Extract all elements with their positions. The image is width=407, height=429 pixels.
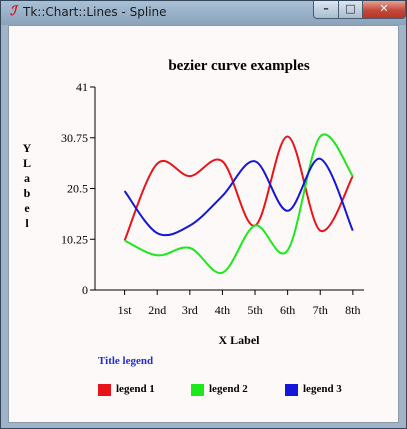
x-tick-label: 2nd [148,303,166,317]
legend-label: legend 2 [209,383,248,395]
legend-label: legend 1 [116,383,155,395]
series-line-1 [123,135,354,241]
x-tick-label: 4th [215,303,230,317]
tk-feather-icon: ℐ [9,4,17,19]
y-tick-label: 0 [82,283,88,297]
y-tick-label: 30.75 [61,131,88,145]
x-axis-label: X Label [218,333,260,347]
x-tick-label: 6th [280,303,295,317]
y-tick-label: 10.25 [61,232,88,246]
close-button[interactable]: ✕ [362,1,406,19]
x-tick-label: 1st [118,303,133,317]
y-tick-label: 20.5 [67,182,88,196]
legend-swatch [98,384,111,396]
series-line-2 [124,133,354,274]
x-tick-label: 3rd [182,303,198,317]
x-tick-label: 5th [247,303,262,317]
legend-swatch [191,384,204,396]
legend-label: legend 3 [303,383,342,395]
minimize-button[interactable]: – [313,1,339,19]
y-tick-label: 41 [76,80,88,94]
legend-swatch [285,384,298,396]
maximize-button[interactable]: □ [338,1,363,19]
series-line-3 [123,157,354,237]
line-chart: bezier curve examples 0 10.25 20.5 30.75 41 1s… [23,58,364,347]
chart-title: bezier curve examples [168,58,310,74]
x-tick-label: 8th [345,303,360,317]
legend-title: Title legend [98,355,154,367]
chart-canvas: bezier curve examples 0 10.25 20.5 30.75 41 1s… [8,25,399,423]
x-tick-label: 7th [313,303,328,317]
window-title: Tk::Chart::Lines - Spline [23,5,167,19]
